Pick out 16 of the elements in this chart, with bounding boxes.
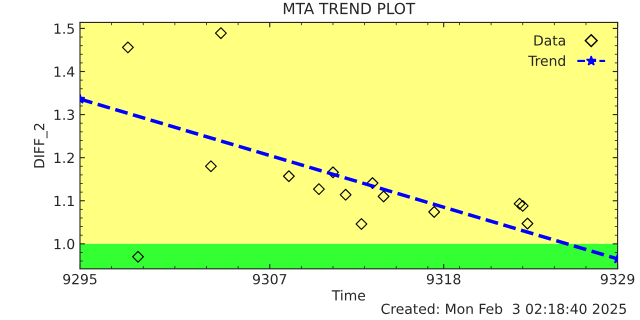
y-axis-title: DIFF_2	[34, 124, 48, 168]
y-tick-label: 1.0	[54, 238, 74, 250]
legend-label: Data	[534, 35, 565, 46]
chart-title: MTA TREND PLOT	[284, 2, 416, 14]
legend-label: Trend	[528, 55, 565, 66]
x-tick-label: 9318	[426, 274, 460, 284]
y-tick-label: 1.3	[54, 110, 74, 120]
x-axis-title: Time	[332, 290, 366, 301]
y-tick-label: 1.1	[54, 196, 74, 206]
x-tick-label: 9329	[600, 274, 634, 284]
y-tick-label: 1.2	[54, 152, 74, 163]
x-tick-label: 9307	[252, 274, 286, 284]
y-tick-label: 1.4	[54, 66, 74, 77]
text: Created: Mon Feb 3 02:18:40 2025	[381, 303, 626, 314]
y-tick-label: 1.5	[54, 24, 74, 34]
x-tick-label: 9295	[63, 274, 96, 284]
